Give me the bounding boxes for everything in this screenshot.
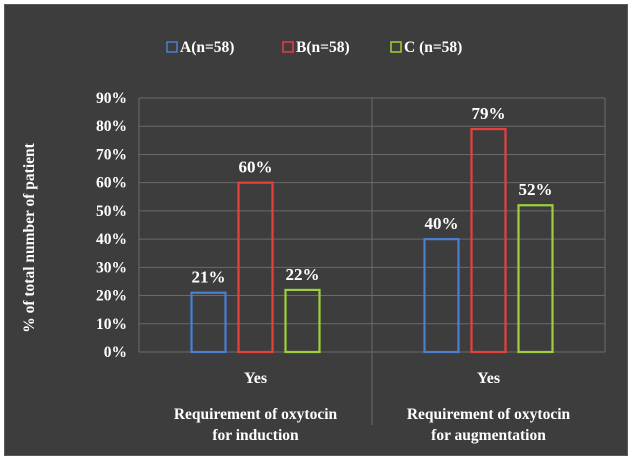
x-category-label: Yes (244, 370, 267, 387)
legend-label: B(n=58) (296, 39, 350, 56)
y-tick-label: 30% (96, 259, 127, 276)
y-tick-label: 90% (96, 90, 127, 107)
y-tick-label: 50% (96, 203, 127, 220)
y-tick-label: 70% (96, 146, 127, 163)
bar (284, 288, 321, 354)
legend-swatch (166, 41, 178, 53)
bar (237, 181, 274, 354)
group-label-line: Requirement of oxytocin (174, 406, 338, 423)
y-tick-label: 60% (96, 175, 127, 192)
gridlines (138, 97, 606, 425)
bar (470, 127, 507, 354)
group-label-line: for augmentation (431, 427, 546, 444)
legend-swatch (390, 41, 402, 53)
group-labels: Requirement of oxytocin for induction Requ… (174, 406, 571, 444)
legend-label: C (n=58) (404, 39, 462, 56)
legend-swatch (282, 41, 294, 53)
bar-chart: A(n=58) B(n=58) C (n=58) 0% 10% 20% 30% 40% 50%… (21, 39, 606, 444)
data-labels: 21% 60% 22% 40% 79% 52% (192, 104, 553, 287)
y-tick-label: 20% (96, 288, 127, 305)
group-label-line: for induction (212, 427, 299, 444)
bars (190, 127, 554, 354)
legend-label: A(n=58) (180, 39, 234, 56)
y-tick-label: 10% (96, 316, 127, 333)
data-label: 79% (472, 104, 506, 123)
x-axis-categories: Yes Yes (244, 370, 500, 387)
chart-frame: A(n=58) B(n=58) C (n=58) 0% 10% 20% 30% 40% 50%… (4, 4, 628, 456)
bar (423, 238, 460, 354)
bar (517, 204, 554, 354)
y-tick-label: 0% (104, 344, 127, 361)
bar (190, 291, 227, 354)
group-label-line: Requirement of oxytocin (407, 406, 571, 423)
data-label: 52% (519, 180, 553, 199)
y-axis-ticks: 0% 10% 20% 30% 40% 50% 60% 70% 80% 90% (96, 90, 127, 361)
x-category-label: Yes (477, 370, 500, 387)
y-axis-label: % of total number of patient (21, 142, 38, 332)
data-label: 60% (239, 158, 273, 177)
legend: A(n=58) B(n=58) C (n=58) (166, 39, 462, 56)
data-label: 40% (425, 214, 459, 233)
data-label: 21% (192, 268, 226, 287)
data-label: 22% (286, 265, 320, 284)
y-tick-label: 80% (96, 118, 127, 135)
y-tick-label: 40% (96, 231, 127, 248)
